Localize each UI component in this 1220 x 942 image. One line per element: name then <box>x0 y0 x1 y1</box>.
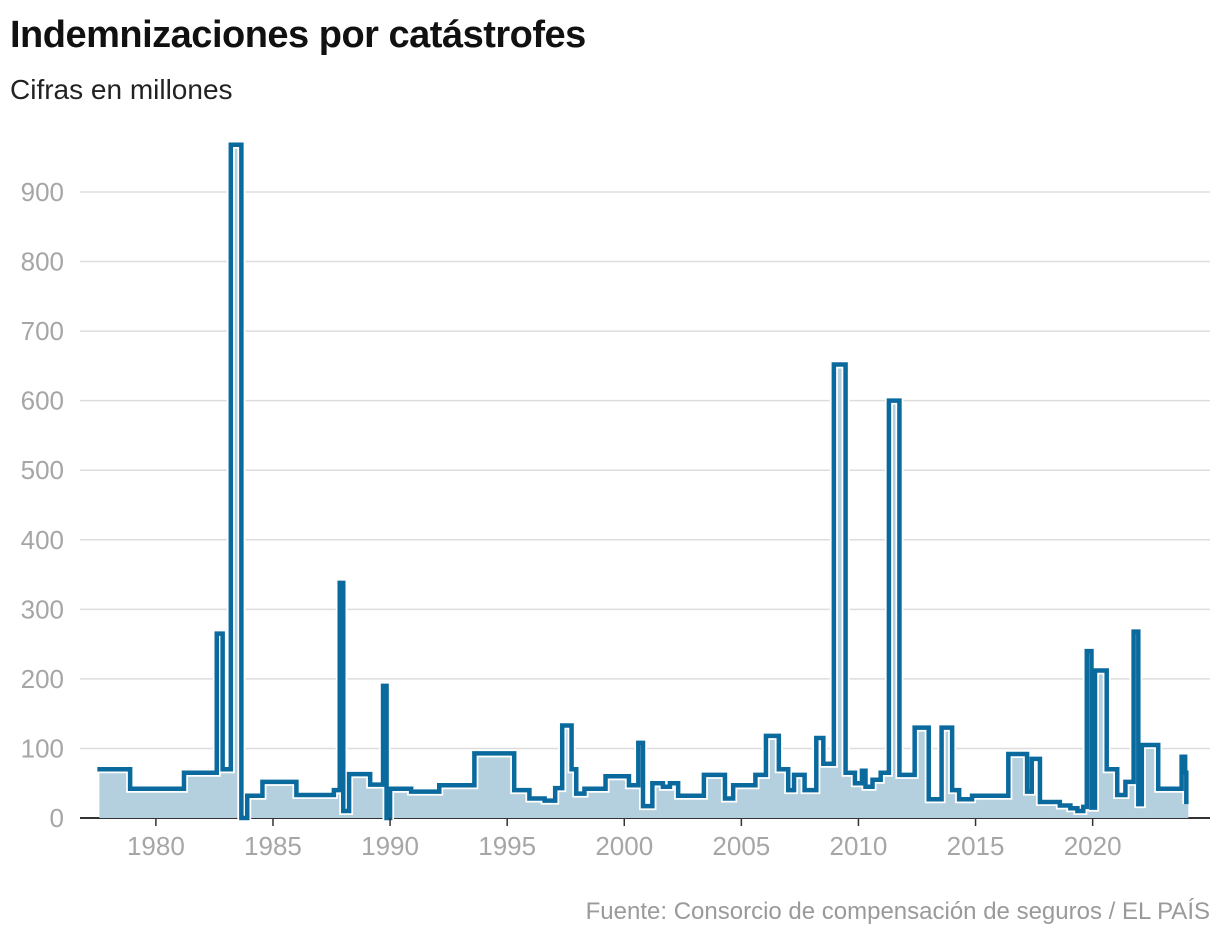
x-tick-label: 2015 <box>947 831 1005 861</box>
series-line <box>97 142 1189 821</box>
y-tick-label: 800 <box>21 247 64 277</box>
gridlines <box>80 191 1210 819</box>
y-axis: 0 100 200 300 400 500 600 700 800 900 <box>21 177 64 833</box>
x-tick-label: 2005 <box>712 831 770 861</box>
chart-subtitle: Cifras en millones <box>10 74 233 105</box>
series-line-halo <box>97 140 1191 822</box>
y-tick-label: 100 <box>21 733 64 763</box>
chart-title: Indemnizaciones por catástrofes <box>10 14 586 56</box>
area-fill <box>99 146 1189 821</box>
series-area <box>99 146 1189 821</box>
y-tick-label: 0 <box>50 803 64 833</box>
x-tick-label: 1985 <box>244 831 302 861</box>
source-note: Fuente: Consorcio de compensación de seg… <box>585 898 1210 925</box>
x-tick-label: 1980 <box>127 831 185 861</box>
series-line <box>97 140 1191 822</box>
y-tick-label: 400 <box>21 525 64 555</box>
x-tick-label: 1995 <box>478 831 536 861</box>
y-tick-label: 500 <box>21 455 64 485</box>
y-tick-label: 200 <box>21 664 64 694</box>
y-tick-label: 300 <box>21 594 64 624</box>
x-tick-label: 2000 <box>595 831 653 861</box>
x-tick-label: 1990 <box>361 831 419 861</box>
x-axis: 1980 1985 1990 1995 2000 2005 2010 2015 2020 <box>127 818 1122 861</box>
x-tick-label: 2010 <box>830 831 888 861</box>
y-tick-label: 600 <box>21 386 64 416</box>
y-tick-label: 700 <box>21 316 64 346</box>
x-tick-label: 2020 <box>1064 831 1122 861</box>
y-tick-label: 900 <box>21 177 64 207</box>
